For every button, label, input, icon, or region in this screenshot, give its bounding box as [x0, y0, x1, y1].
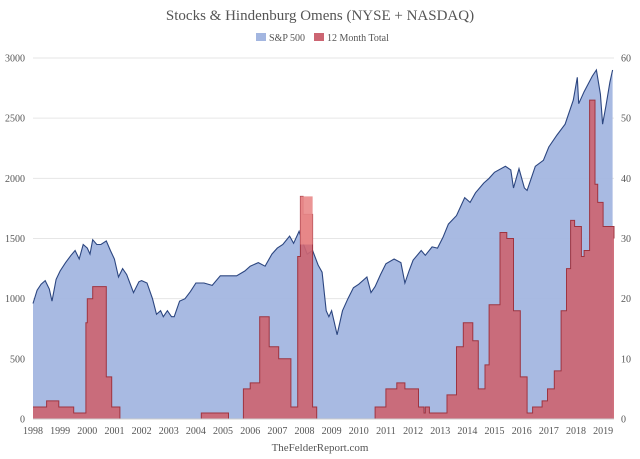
- x-tick-label: 2008: [294, 426, 314, 437]
- x-tick-label: 2015: [485, 426, 505, 437]
- y-right-tick-label: 50: [621, 114, 631, 125]
- legend-swatch-sp500: [256, 33, 266, 41]
- legend-swatch-12-month-total: [314, 33, 324, 41]
- x-tick-label: 2009: [322, 426, 342, 437]
- y-left-tick-label: 2500: [5, 114, 25, 125]
- y-left-tick-label: 500: [10, 354, 25, 365]
- series-sp500-area: [32, 68, 614, 419]
- y-right-tick-label: 10: [621, 354, 631, 365]
- omens-peak-highlight: [300, 196, 313, 245]
- y-right-tick-label: 30: [621, 234, 631, 245]
- x-axis: 1998 1999 2000 2001 2002 2003 2004 2005 2006 2007…: [23, 418, 614, 437]
- x-tick-label: 2001: [104, 426, 124, 437]
- x-tick-label: 2005: [213, 426, 233, 437]
- legend-label-12-month-total: 12 Month Total: [327, 33, 389, 44]
- y-right-tick-label: 40: [621, 174, 631, 185]
- x-tick-label: 2016: [512, 426, 532, 437]
- x-tick-label: 2019: [593, 426, 613, 437]
- y-left-tick-label: 3000: [5, 54, 25, 65]
- x-tick-label: 2002: [132, 426, 152, 437]
- chart-title: Stocks & Hindenburg Omens (NYSE + NASDAQ…: [166, 8, 474, 24]
- y-left-tick-label: 1500: [5, 234, 25, 245]
- y-right-tick-label: 20: [621, 294, 631, 305]
- x-tick-label: 2014: [457, 426, 477, 437]
- y-axis-right: 0 10 20 30 40 50 60: [621, 54, 631, 426]
- x-tick-label: 2013: [430, 426, 450, 437]
- y-axis-left: 0 500 1000 1500 2000 2500 3000: [5, 54, 25, 426]
- x-tick-label: 1999: [50, 426, 70, 437]
- x-tick-label: 2000: [77, 426, 97, 437]
- y-right-tick-label: 0: [621, 415, 626, 426]
- x-tick-label: 2004: [186, 426, 206, 437]
- x-tick-label: 2007: [267, 426, 287, 437]
- x-tick-label: 2012: [403, 426, 423, 437]
- x-tick-label: 2018: [566, 426, 586, 437]
- y-left-tick-label: 2000: [5, 174, 25, 185]
- x-tick-label: 2003: [159, 426, 179, 437]
- x-tick-label: 2011: [376, 426, 396, 437]
- source-credit: TheFelderReport.com: [272, 442, 369, 454]
- x-tick-label: 2017: [539, 426, 559, 437]
- legend-label-sp500: S&P 500: [269, 33, 305, 44]
- x-tick-label: 2006: [240, 426, 260, 437]
- y-left-tick-label: 0: [20, 415, 25, 426]
- y-right-tick-label: 60: [621, 54, 631, 65]
- x-tick-label: 2010: [349, 426, 369, 437]
- omens-area-fill: [33, 100, 614, 419]
- x-tick-label: 1998: [23, 426, 43, 437]
- y-left-tick-label: 1000: [5, 294, 25, 305]
- sp500-area-fill: [33, 70, 613, 419]
- legend: S&P 500 12 Month Total: [256, 33, 389, 44]
